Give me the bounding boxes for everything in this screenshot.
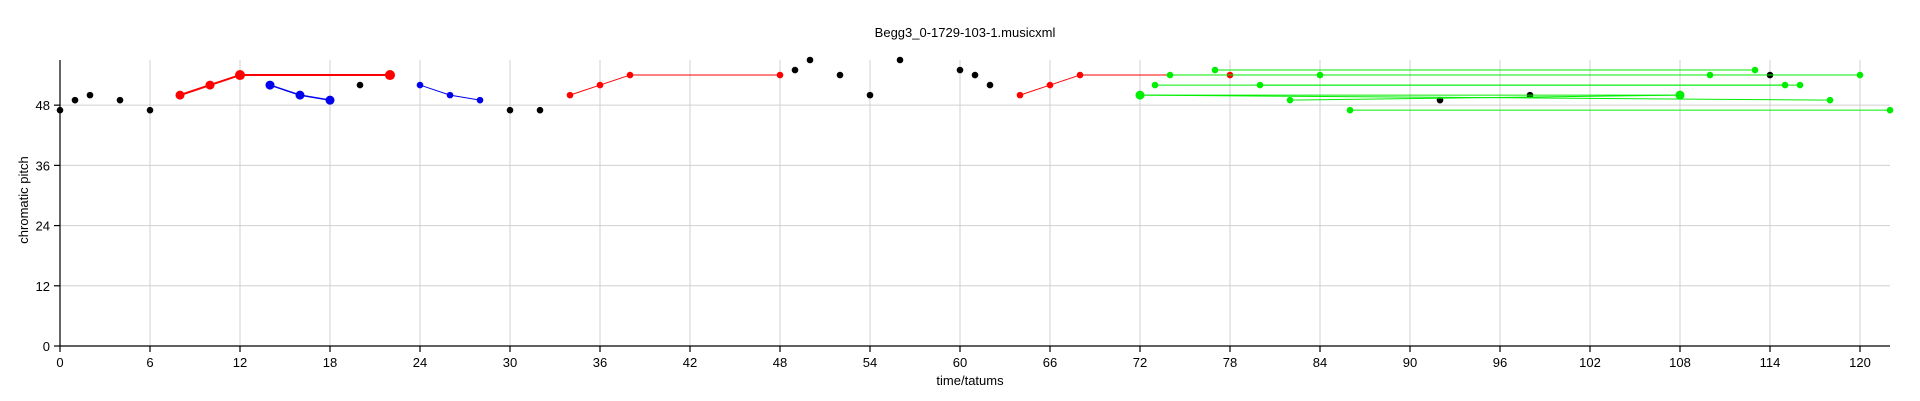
y-tick-label: 36 (36, 158, 50, 173)
black-note-point (836, 71, 844, 79)
green-series-line (1289, 94, 1681, 101)
grid-lines (59, 60, 1890, 347)
green-note-point (1676, 91, 1684, 99)
x-axis-label: time/tatums (936, 373, 1004, 388)
green-note-point (1256, 81, 1264, 89)
blue-note-point (416, 81, 424, 89)
blue-note-point (295, 90, 305, 100)
x-tick-label: 24 (413, 355, 427, 370)
black-note-point (146, 106, 154, 114)
x-tick-label: 48 (773, 355, 787, 370)
x-tick-label: 12 (233, 355, 247, 370)
x-tick-label: 0 (56, 355, 63, 370)
y-tick-label: 0 (43, 339, 50, 354)
series-layer (56, 56, 1894, 114)
red-note-point (175, 90, 185, 100)
red-note-point (626, 71, 634, 79)
black-note-point (896, 56, 904, 64)
x-tick-label: 60 (953, 355, 967, 370)
red-note-point (385, 70, 395, 81)
x-tick-label: 84 (1313, 355, 1327, 370)
y-tick-label: 24 (36, 219, 50, 234)
x-tick-label: 96 (1493, 355, 1507, 370)
black-note-point (866, 91, 874, 99)
red-note-point (235, 70, 245, 81)
green-note-point (1166, 71, 1174, 79)
black-note-point (956, 66, 964, 74)
x-tick-label: 30 (503, 355, 517, 370)
green-note-point (1136, 91, 1144, 99)
green-note-point (1211, 66, 1219, 74)
x-tick-label: 36 (593, 355, 607, 370)
y-tick-label: 12 (36, 279, 50, 294)
red-note-point (205, 80, 215, 90)
green-note-point (1886, 106, 1894, 114)
blue-note-point (476, 96, 484, 104)
green-note-point (1316, 71, 1324, 79)
x-tick-label: 72 (1133, 355, 1147, 370)
black-note-point (806, 56, 814, 64)
x-tick-label: 42 (683, 355, 697, 370)
green-note-point (1151, 81, 1159, 89)
x-tick-label: 102 (1579, 355, 1601, 370)
chart-title: Begg3_0-1729-103-1.musicxml (875, 25, 1056, 40)
red-note-point (1016, 91, 1024, 99)
black-note-point (536, 106, 544, 114)
black-note-point (71, 96, 79, 104)
green-note-point (1796, 81, 1804, 89)
red-note-point (596, 81, 604, 89)
black-note-point (356, 81, 364, 89)
red-series-line (569, 74, 780, 96)
black-note-point (86, 91, 94, 99)
x-tick-label: 90 (1403, 355, 1417, 370)
x-tick-label: 6 (146, 355, 153, 370)
blue-note-point (265, 80, 275, 90)
green-note-point (1751, 66, 1759, 74)
y-axis-label: chromatic pitch (16, 156, 31, 243)
x-tick-label: 114 (1760, 355, 1781, 370)
black-note-point (506, 106, 514, 114)
green-note-point (1856, 71, 1864, 79)
green-note-point (1346, 106, 1354, 114)
red-note-point (776, 71, 784, 79)
black-note-point (116, 96, 124, 104)
green-note-point (1826, 96, 1834, 104)
blue-note-point (446, 91, 454, 99)
red-note-point (566, 91, 574, 99)
x-tick-label: 78 (1223, 355, 1237, 370)
red-series-line (1019, 74, 1230, 96)
black-note-point (986, 81, 994, 89)
blue-note-point (325, 95, 335, 105)
x-tick-label: 108 (1669, 355, 1691, 370)
red-series-line (179, 74, 390, 97)
green-note-point (1286, 96, 1294, 104)
x-tick-label: 66 (1043, 355, 1057, 370)
x-tick-label: 120 (1849, 355, 1871, 370)
red-note-point (1076, 71, 1084, 79)
x-tick-label: 18 (323, 355, 337, 370)
x-tick-label: 54 (863, 355, 877, 370)
axes: 0 6 12 18 24 30 36 42 48 54 60 66 72 78 84 90 96 102 108 11… (36, 60, 1890, 370)
black-note-point (791, 66, 799, 74)
y-tick-label: 48 (36, 98, 50, 113)
black-note-point (971, 71, 979, 79)
red-note-point (1046, 81, 1054, 89)
